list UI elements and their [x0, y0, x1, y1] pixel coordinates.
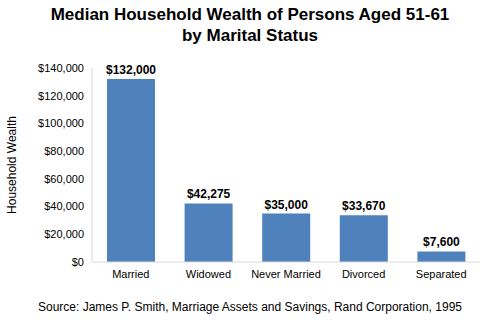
- svg-text:$140,000: $140,000: [38, 62, 84, 74]
- svg-text:$42,275: $42,275: [187, 187, 231, 201]
- html-text:Median Household Wealth of Per: Median Household Wealth of Persons Aged …: [50, 5, 450, 45]
- html-text:Source: James P. Smith, Marria: Source: James P. Smith, Marriage Assets …: [38, 300, 462, 314]
- svg-text:Separated: Separated: [416, 268, 467, 280]
- svg-text:$132,000: $132,000: [106, 63, 156, 77]
- svg-text:$35,000: $35,000: [265, 198, 309, 212]
- svg-text:$20,000: $20,000: [44, 228, 84, 240]
- svg-text:Widowed: Widowed: [186, 268, 231, 280]
- svg-text:$120,000: $120,000: [38, 90, 84, 102]
- svg-text:Married: Married: [112, 268, 149, 280]
- svg-text:$40,000: $40,000: [44, 200, 84, 212]
- svg-text:$7,600: $7,600: [423, 235, 460, 249]
- svg-text:$33,670: $33,670: [342, 199, 386, 213]
- svg-text:$100,000: $100,000: [38, 117, 84, 129]
- svg-text:Divorced: Divorced: [342, 268, 385, 280]
- svg-text:$60,000: $60,000: [44, 173, 84, 185]
- svg-text:Household Wealth: Household Wealth: [8, 116, 19, 214]
- svg-text:$80,000: $80,000: [44, 145, 84, 157]
- svg-text:$0: $0: [72, 256, 84, 268]
- svg-text:Never Married: Never Married: [251, 268, 321, 280]
